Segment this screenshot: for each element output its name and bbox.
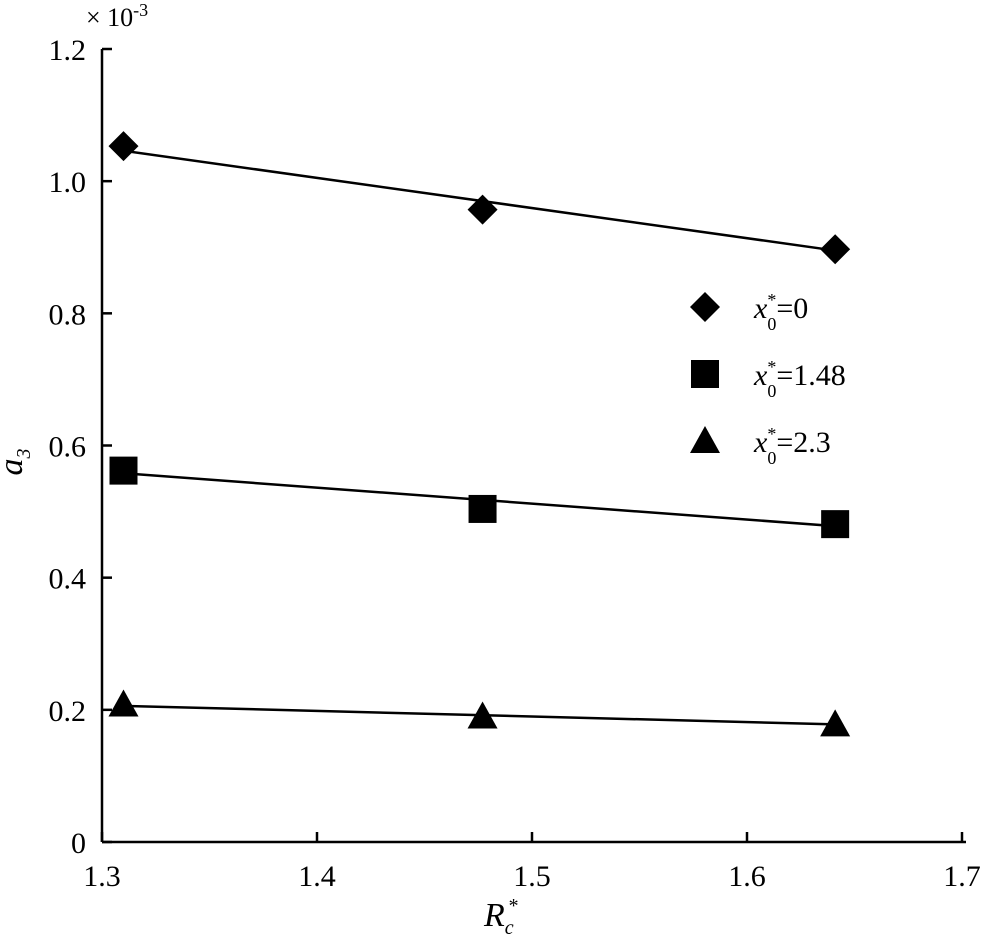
x-tick-label: 1.6 <box>728 860 766 893</box>
x-tick-label: 1.4 <box>298 860 336 893</box>
y-tick-label: 1.0 <box>49 166 87 199</box>
fit-lines <box>123 149 836 726</box>
data-point-series-0 <box>820 234 851 265</box>
data-point-series-1 <box>109 456 138 485</box>
data-point-series-2 <box>108 689 139 717</box>
x-tick-label: 1.3 <box>83 860 121 893</box>
data-point-series-2 <box>467 701 498 729</box>
y-tick-label: 0.8 <box>49 298 87 331</box>
x-ticks: 1.3 1.4 1.5 1.6 1.7 <box>83 832 981 893</box>
legend-marker-series-1 <box>691 360 719 388</box>
legend-label-series-0: x* 0=0 <box>753 290 808 334</box>
y-ticks: 0 0.2 0.4 0.6 0.8 1.0 1.2 <box>49 34 112 860</box>
y-tick-label: 0 <box>71 827 86 860</box>
x-tick-label: 1.7 <box>943 860 981 893</box>
y-tick-label: 1.2 <box>49 34 87 67</box>
legend: x* 0=0 x* 0=1.48 x* 0=2.3 <box>690 290 846 468</box>
x-tick-label: 1.5 <box>513 860 551 893</box>
data-markers <box>108 131 851 737</box>
legend-marker-series-2 <box>690 426 720 453</box>
svg-text:a3: a3 <box>0 449 35 476</box>
y-tick-label: 0.6 <box>49 431 87 464</box>
y-tick-label: 0.2 <box>49 695 87 728</box>
data-point-series-0 <box>467 194 498 225</box>
data-point-series-2 <box>820 709 851 737</box>
y-multiplier: × 10-3 <box>86 0 148 32</box>
data-point-series-1 <box>821 510 850 539</box>
legend-label-series-1: x* 0=1.48 <box>753 357 846 401</box>
data-point-series-0 <box>108 131 139 162</box>
data-point-series-1 <box>468 494 497 523</box>
y-axis-title: a3 <box>0 449 35 476</box>
legend-marker-series-0 <box>690 292 720 322</box>
y-tick-label: 0.4 <box>49 563 87 596</box>
legend-label-series-2: x* 0=2.3 <box>753 424 831 468</box>
x-axis-title: Rc* <box>483 895 518 939</box>
